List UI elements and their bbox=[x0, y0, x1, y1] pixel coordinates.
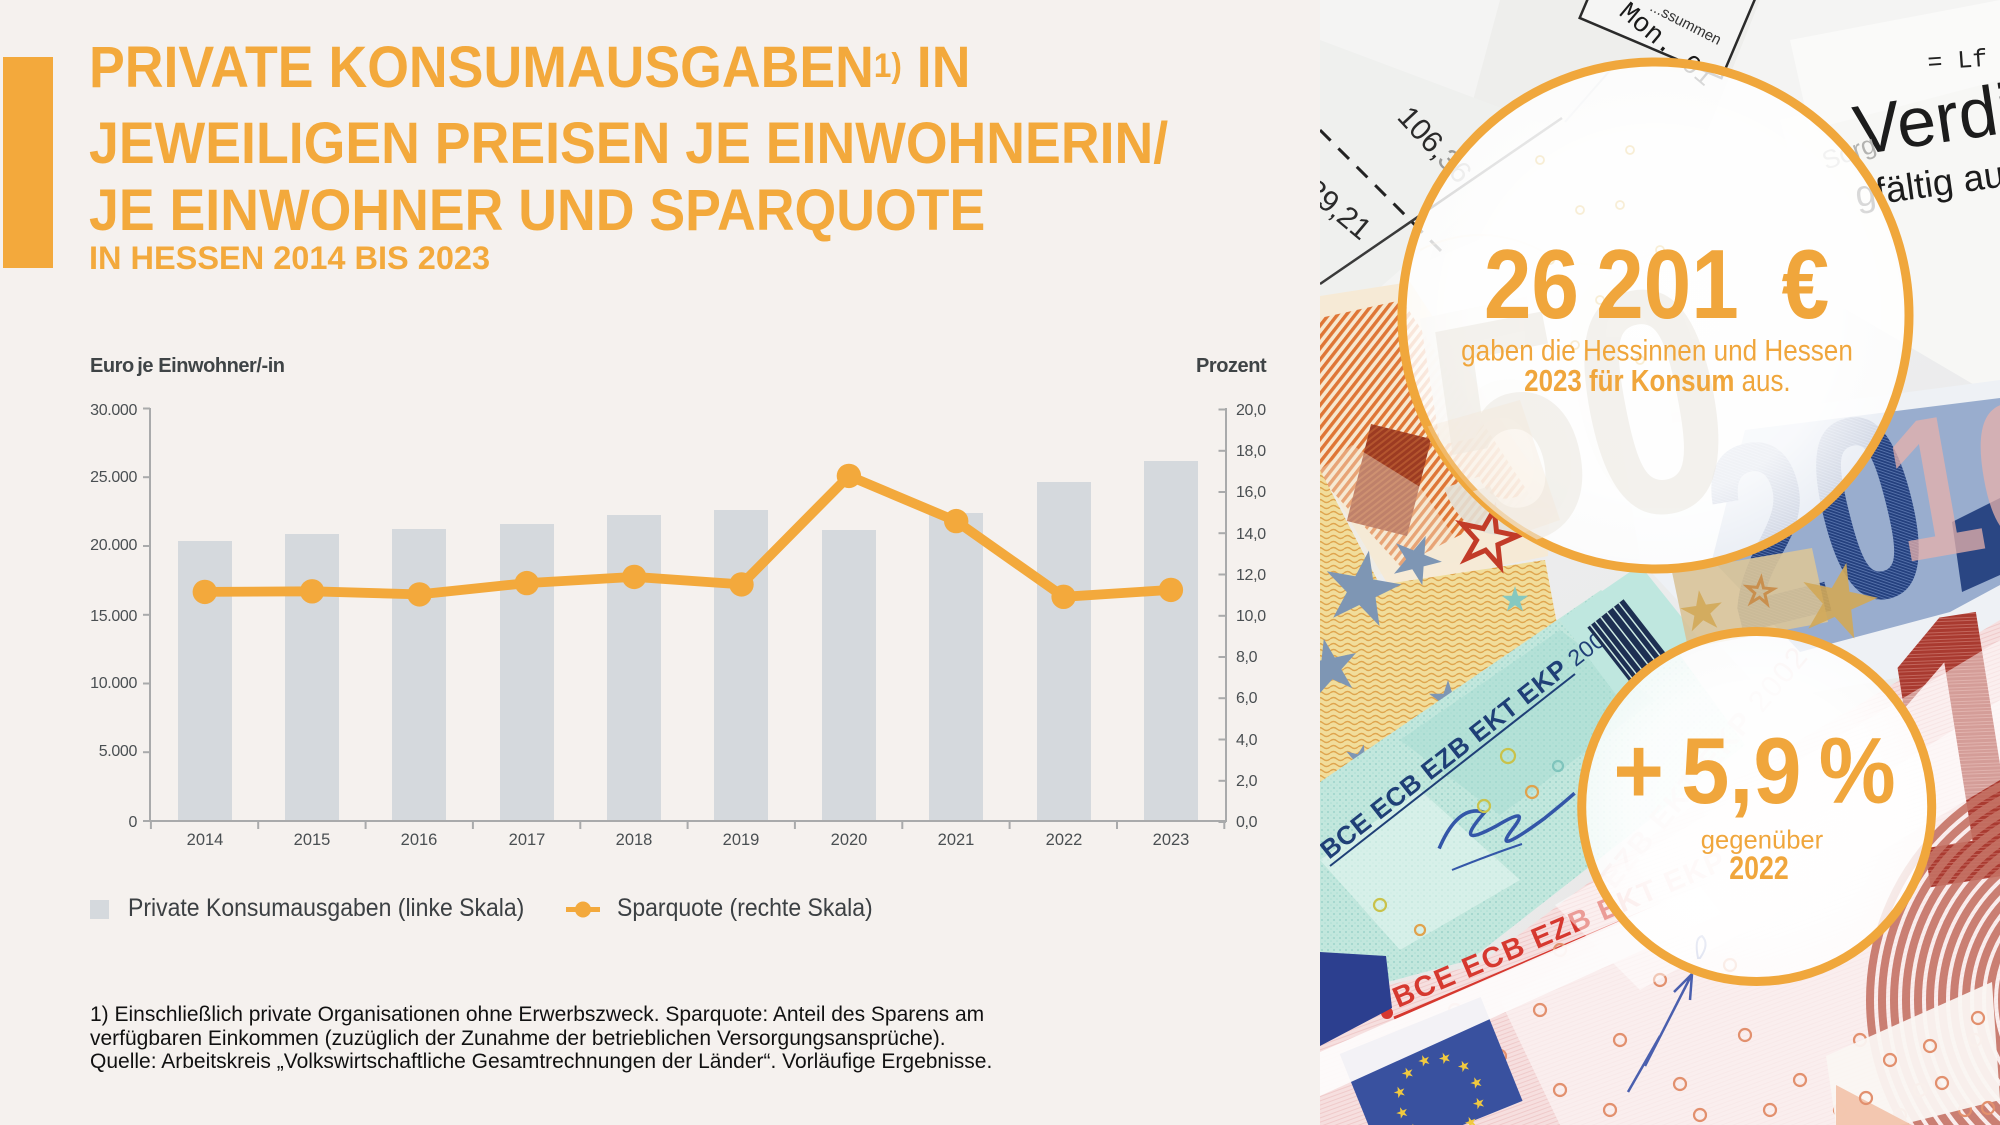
svg-text:26 201 €: 26 201 € bbox=[1484, 231, 1829, 340]
svg-text:= Lf: = Lf bbox=[1927, 45, 1989, 78]
svg-text:2023 für Konsum aus.: 2023 für Konsum aus. bbox=[1524, 363, 1790, 397]
svg-text:gaben die Hessinnen und Hessen: gaben die Hessinnen und Hessen bbox=[1461, 334, 1853, 367]
svg-text:+ 5,9 %: + 5,9 % bbox=[1613, 719, 1895, 824]
svg-text:2022: 2022 bbox=[1729, 851, 1788, 887]
svg-text:gegenüber: gegenüber bbox=[1701, 826, 1824, 854]
